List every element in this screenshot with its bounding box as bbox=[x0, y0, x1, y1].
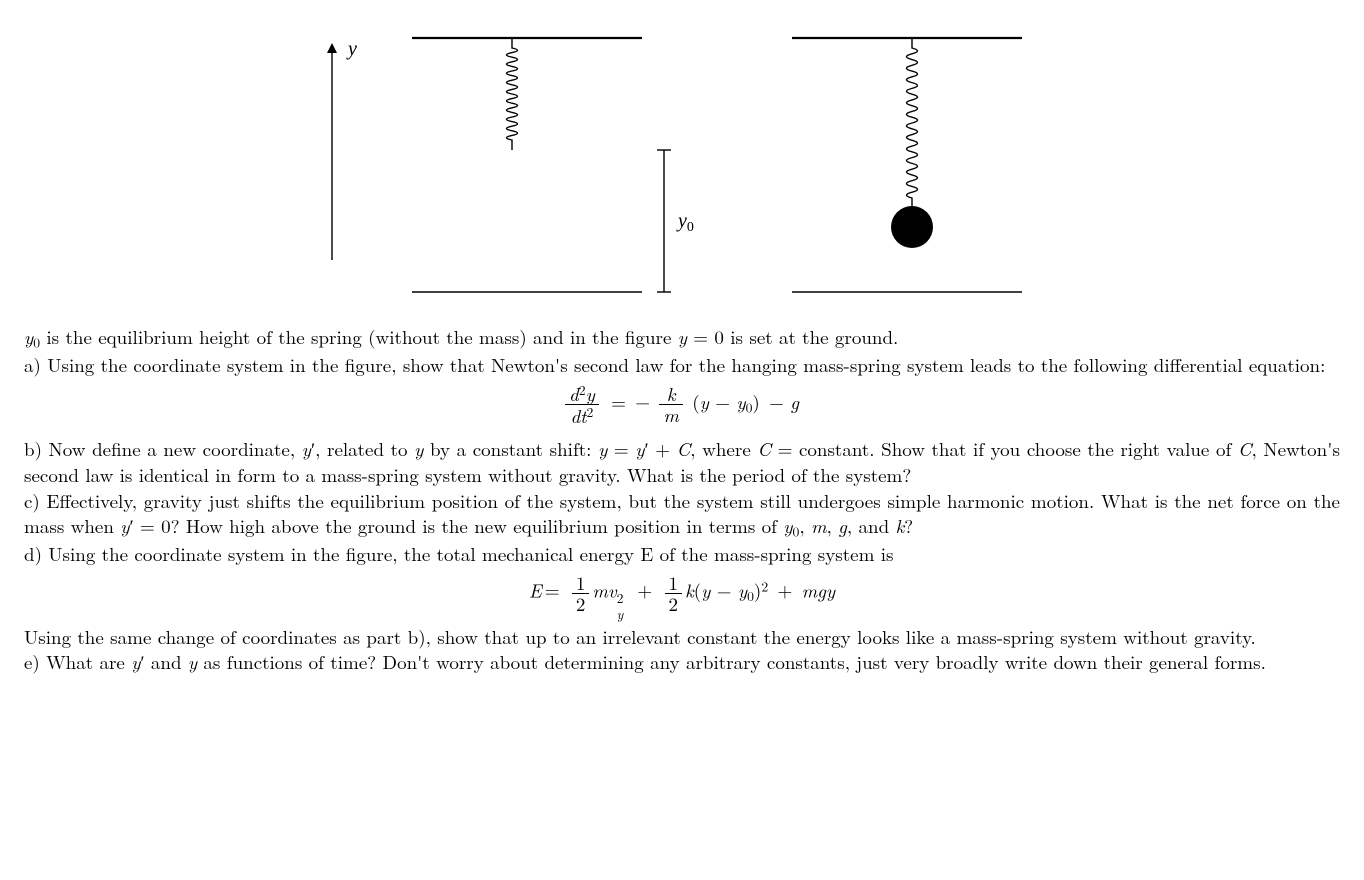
figure-container: y y0 bbox=[24, 20, 1340, 316]
equation-d: E= 12 mv 2 y + 12 k(y − y0)2 + mgy bbox=[24, 573, 1340, 614]
eq-a-minus-g: − g bbox=[769, 388, 799, 415]
spring-figure: y y0 bbox=[272, 20, 1092, 310]
equation-a: d2y dt2 = − k m (y − y0) − g bbox=[24, 383, 1340, 426]
part-d-after: Using the same change of coordinates as … bbox=[24, 624, 1340, 650]
eq-a-lhs-frac: d2y dt2 bbox=[565, 383, 599, 426]
svg-text:y0: y0 bbox=[676, 210, 694, 235]
problem-text: y0 is the equilibrium height of the spri… bbox=[24, 324, 1340, 675]
svg-text:y: y bbox=[346, 38, 357, 60]
eq-a-neg: − bbox=[635, 388, 650, 415]
part-b: b) Now define a new coordinate, y′, rela… bbox=[24, 436, 1340, 487]
part-e: e) What are y′ and y as functions of tim… bbox=[24, 649, 1340, 675]
eq-a-equals: = bbox=[611, 388, 626, 415]
part-d: d) Using the coordinate system in the fi… bbox=[24, 541, 1340, 567]
part-a: a) Using the coordinate system in the fi… bbox=[24, 352, 1340, 378]
eq-a-km-frac: k m bbox=[659, 384, 683, 425]
eq-a-paren: (y − y0) bbox=[692, 388, 760, 415]
intro-line: y0 is the equilibrium height of the spri… bbox=[24, 324, 1340, 352]
part-c: c) Effectively, gravity just shifts the … bbox=[24, 488, 1340, 542]
